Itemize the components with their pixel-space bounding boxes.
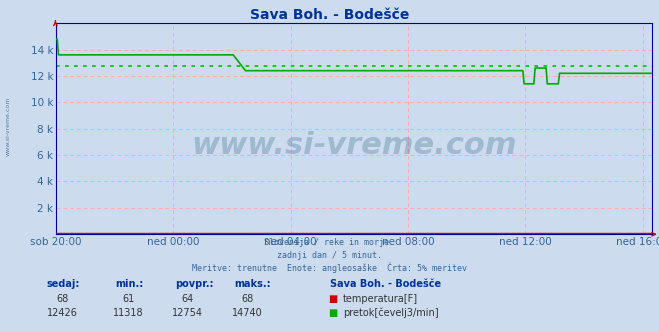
Text: temperatura[F]: temperatura[F]: [343, 294, 418, 304]
Text: 68: 68: [241, 294, 253, 304]
Text: min.:: min.:: [115, 279, 144, 289]
Text: 68: 68: [57, 294, 69, 304]
Text: www.si-vreme.com: www.si-vreme.com: [5, 96, 11, 156]
Text: 12754: 12754: [172, 308, 204, 318]
Text: www.si-vreme.com: www.si-vreme.com: [191, 131, 517, 160]
Text: zadnji dan / 5 minut.: zadnji dan / 5 minut.: [277, 251, 382, 260]
Text: Sava Boh. - Bodešče: Sava Boh. - Bodešče: [250, 8, 409, 22]
Text: Slovenija / reke in morje.: Slovenija / reke in morje.: [264, 238, 395, 247]
Text: 12426: 12426: [47, 308, 78, 318]
Text: Sava Boh. - Bodešče: Sava Boh. - Bodešče: [330, 279, 441, 289]
Text: maks.:: maks.:: [234, 279, 271, 289]
Text: ■: ■: [328, 308, 337, 318]
Text: 64: 64: [182, 294, 194, 304]
Text: ■: ■: [328, 294, 337, 304]
Text: 14740: 14740: [232, 308, 262, 318]
Text: pretok[čevelj3/min]: pretok[čevelj3/min]: [343, 307, 438, 318]
Text: povpr.:: povpr.:: [175, 279, 213, 289]
Text: sedaj:: sedaj:: [46, 279, 80, 289]
Text: 61: 61: [123, 294, 134, 304]
Text: 11318: 11318: [113, 308, 144, 318]
Text: Meritve: trenutne  Enote: angleosaške  Črta: 5% meritev: Meritve: trenutne Enote: angleosaške Črt…: [192, 263, 467, 274]
